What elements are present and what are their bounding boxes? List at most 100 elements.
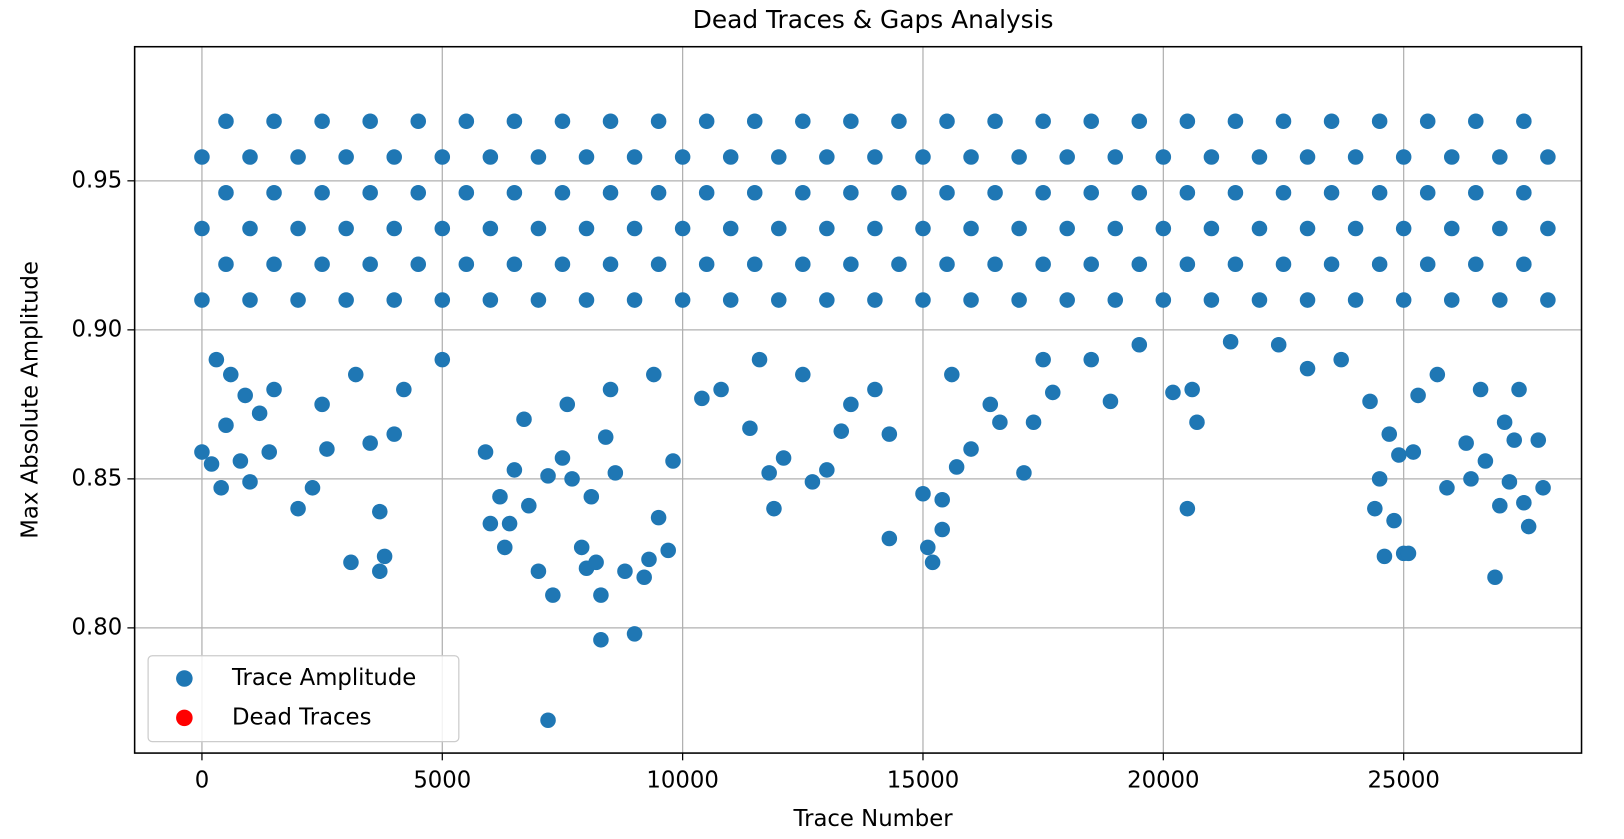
point xyxy=(1131,184,1148,201)
point xyxy=(1155,292,1172,308)
point xyxy=(338,149,354,165)
chart-title: Dead Traces & Gaps Analysis xyxy=(693,5,1054,34)
point xyxy=(1035,351,1051,368)
point xyxy=(915,220,931,237)
point xyxy=(501,515,518,532)
point xyxy=(1107,220,1124,237)
point xyxy=(819,292,835,308)
point xyxy=(1059,149,1075,165)
point xyxy=(1468,256,1484,273)
point xyxy=(554,113,571,129)
point xyxy=(1520,518,1537,535)
legend-label: Dead Traces xyxy=(232,704,371,730)
point xyxy=(578,220,595,237)
point xyxy=(646,366,662,383)
point xyxy=(578,149,595,165)
point xyxy=(362,435,378,451)
point xyxy=(1227,256,1244,273)
point xyxy=(554,450,571,466)
point xyxy=(203,456,220,472)
point xyxy=(506,184,523,201)
point xyxy=(194,292,210,308)
point xyxy=(1165,384,1181,401)
point xyxy=(617,563,633,580)
point xyxy=(1179,184,1196,201)
point xyxy=(1419,113,1436,129)
point xyxy=(1400,545,1417,562)
point xyxy=(934,491,950,508)
point xyxy=(1347,292,1364,308)
point xyxy=(650,509,667,526)
point xyxy=(1347,149,1364,165)
point xyxy=(530,292,547,308)
point xyxy=(1511,381,1527,398)
point xyxy=(1184,381,1200,398)
point xyxy=(934,521,950,538)
y-axis-label: Max Absolute Amplitude xyxy=(18,261,44,539)
x-tick-label: 25000 xyxy=(1367,768,1439,794)
point xyxy=(1458,435,1474,451)
x-tick-label: 5000 xyxy=(413,768,471,794)
point xyxy=(939,113,955,129)
point xyxy=(194,149,210,165)
point xyxy=(1492,220,1508,237)
point xyxy=(218,256,234,273)
point xyxy=(434,351,451,368)
point xyxy=(1506,432,1523,448)
point xyxy=(545,587,561,603)
point xyxy=(1468,113,1484,129)
point xyxy=(795,184,811,201)
point xyxy=(506,113,523,129)
point xyxy=(1443,220,1460,237)
point xyxy=(1227,184,1244,201)
point xyxy=(804,474,821,490)
point xyxy=(266,381,282,398)
point xyxy=(314,396,330,413)
point xyxy=(1472,381,1489,398)
point xyxy=(482,149,499,165)
point xyxy=(593,587,609,603)
legend-marker xyxy=(176,670,193,687)
point xyxy=(1045,384,1061,401)
point xyxy=(218,113,234,129)
point xyxy=(1540,220,1556,237)
point xyxy=(232,453,249,469)
point xyxy=(698,256,715,273)
point xyxy=(1059,220,1075,237)
point xyxy=(1443,292,1460,308)
point xyxy=(1492,149,1508,165)
point xyxy=(1179,500,1196,517)
point xyxy=(1299,220,1316,237)
point xyxy=(751,351,768,368)
point xyxy=(343,554,359,571)
point xyxy=(1179,113,1196,129)
point xyxy=(1222,334,1239,350)
point xyxy=(593,632,609,648)
point xyxy=(1443,149,1460,165)
point xyxy=(1323,256,1340,273)
point xyxy=(1155,149,1172,165)
point xyxy=(1131,256,1148,273)
point xyxy=(746,256,763,273)
point xyxy=(987,256,1003,273)
point xyxy=(1203,292,1220,308)
point xyxy=(1011,149,1027,165)
point xyxy=(1251,149,1268,165)
point xyxy=(1025,414,1042,431)
point xyxy=(761,465,777,481)
point xyxy=(602,381,619,398)
point xyxy=(746,113,763,129)
point xyxy=(1540,149,1556,165)
point xyxy=(1011,292,1027,308)
point xyxy=(1107,149,1124,165)
point xyxy=(1203,220,1220,237)
point xyxy=(1516,256,1532,273)
point xyxy=(1391,447,1407,463)
point xyxy=(939,184,955,201)
legend-marker xyxy=(176,709,193,727)
point xyxy=(722,149,739,165)
point xyxy=(1492,497,1508,514)
point xyxy=(372,563,388,580)
point xyxy=(1131,113,1148,129)
point xyxy=(1083,113,1099,129)
